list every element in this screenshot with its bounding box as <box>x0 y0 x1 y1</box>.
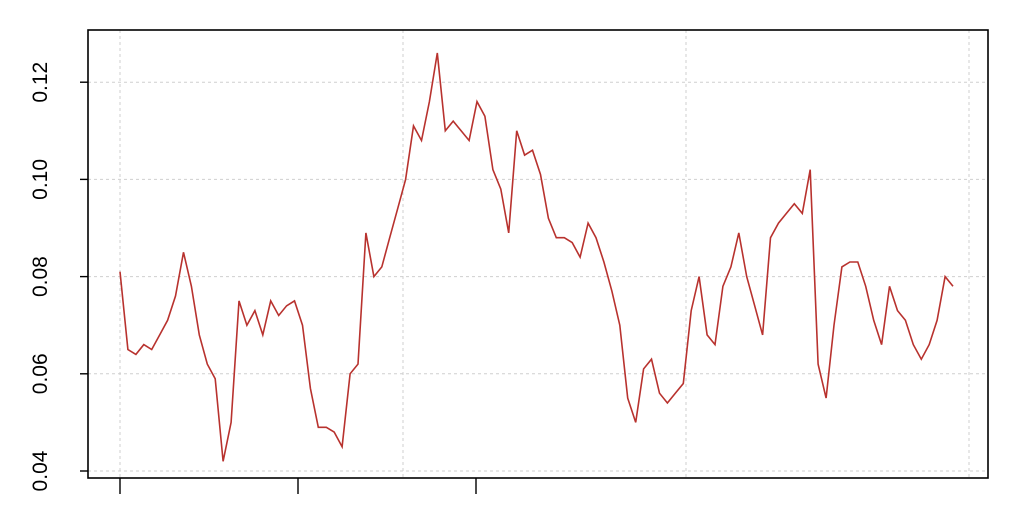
y-tick-label: 0.06 <box>29 353 52 394</box>
series-line <box>119 52 954 462</box>
y-axis: 0.04 0.06 0.08 0.10 0.12 <box>29 62 88 491</box>
y-tick-label: 0.08 <box>29 256 52 297</box>
plot-frame <box>87 29 989 479</box>
y-tick-label: 0.10 <box>29 159 52 200</box>
grid <box>88 30 988 478</box>
y-tick-label: 0.04 <box>29 450 52 491</box>
y-tick-label: 0.12 <box>29 62 52 103</box>
x-axis <box>119 478 477 494</box>
